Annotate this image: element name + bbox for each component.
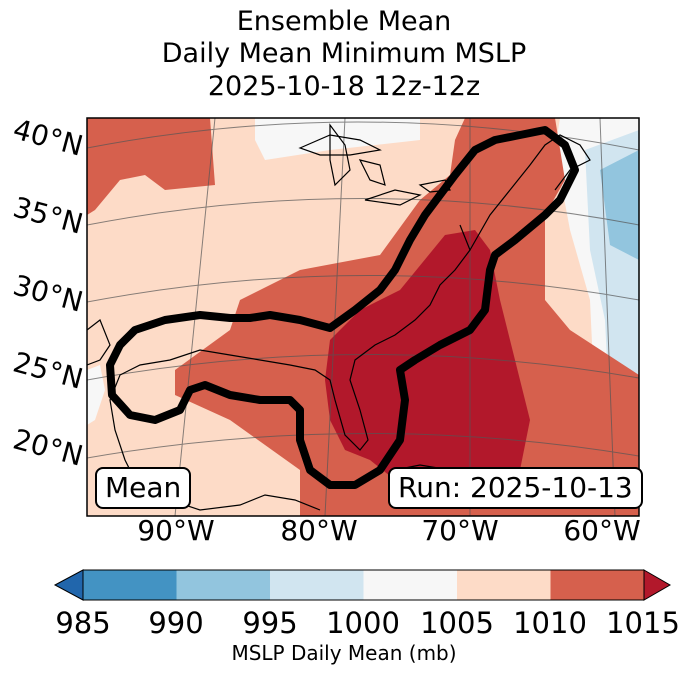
lon-label-80: 80°W — [280, 514, 358, 547]
colorbar-985-990 — [83, 570, 177, 600]
colorbar-tick-1000: 1000 — [326, 606, 400, 640]
title-line-1: Ensemble Mean — [236, 6, 452, 37]
field-above-1015 — [325, 230, 530, 490]
lat-line-30 — [87, 275, 639, 303]
colorbar-tick-1010: 1010 — [513, 606, 587, 640]
colorbar-tick-1005: 1005 — [420, 606, 494, 640]
lat-line-35 — [87, 198, 639, 226]
title-line-2: Daily Mean Minimum MSLP — [161, 38, 527, 69]
lake-ontario — [418, 179, 451, 193]
colorbar-1005-1010 — [457, 570, 551, 600]
lake-michigan — [329, 123, 351, 187]
colorbar-extend-low — [53, 569, 84, 601]
colorbar-label: MSLP Daily Mean (mb) — [231, 641, 457, 665]
lon-label-70: 70°W — [421, 514, 499, 547]
colorbar-tick-995: 995 — [242, 606, 298, 640]
mean-box: Mean — [95, 467, 192, 509]
lat-line-20 — [87, 433, 639, 459]
mslp-contour — [106, 126, 579, 489]
map-field — [87, 118, 639, 516]
lon-line-60 — [599, 118, 616, 516]
title-line-3: 2025-10-18 12z-12z — [207, 71, 481, 102]
colorbar-1010-1015 — [550, 570, 644, 600]
run-date-box: Run: 2025-10-13 — [388, 467, 643, 509]
colorbar-995-1000 — [270, 570, 364, 600]
colorbar — [53, 569, 672, 601]
lon-label-60: 60°W — [563, 514, 641, 547]
colorbar-tick-1015: 1015 — [606, 606, 680, 640]
colorbar-frame — [82, 569, 645, 601]
lake-huron — [358, 159, 386, 186]
colorbar-1000-1005 — [363, 570, 457, 600]
field-1000-1005-north — [255, 118, 420, 160]
colorbar-extend-high — [643, 569, 672, 601]
colorbar-990-995 — [176, 570, 270, 600]
coast-texas — [87, 319, 111, 366]
lake-erie — [364, 189, 422, 206]
lon-label-90: 90°W — [137, 514, 215, 547]
lat-line-40 — [87, 121, 639, 151]
map-frame — [86, 117, 640, 517]
lake-superior — [298, 134, 382, 156]
lon-line-80 — [324, 118, 346, 516]
colorbar-tick-985: 985 — [55, 606, 111, 640]
field-990-995 — [600, 150, 639, 260]
colorbar-tick-990: 990 — [148, 606, 204, 640]
field-1000-1005-west — [87, 365, 105, 425]
